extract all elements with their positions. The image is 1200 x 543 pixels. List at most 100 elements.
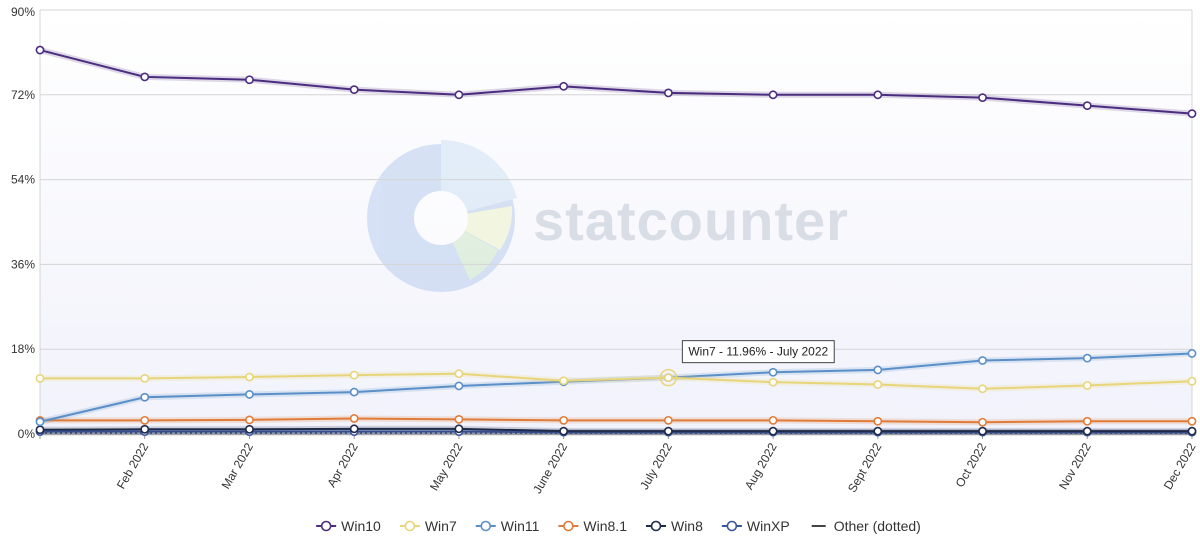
y-tick-label: 18% <box>11 342 35 356</box>
data-point[interactable] <box>1187 349 1197 358</box>
legend-swatch <box>650 520 662 532</box>
data-point[interactable] <box>873 90 883 100</box>
legend-swatch <box>480 520 492 532</box>
data-point[interactable] <box>1082 416 1092 426</box>
legend-label: Win8.1 <box>583 518 627 534</box>
legend-label: WinXP <box>747 518 790 534</box>
data-point[interactable] <box>140 415 150 425</box>
data-point[interactable] <box>978 356 987 365</box>
data-point[interactable] <box>559 426 569 436</box>
legend-item-other-dotted[interactable]: Other (dotted) <box>811 518 921 534</box>
x-tick-label: Dec 2022 <box>1161 440 1199 492</box>
data-point[interactable] <box>454 90 464 100</box>
legend-label: Win11 <box>501 518 540 534</box>
data-point[interactable] <box>349 85 359 95</box>
data-point[interactable] <box>1187 376 1197 386</box>
series-line <box>39 49 1193 115</box>
data-point[interactable] <box>1082 101 1092 111</box>
data-point[interactable] <box>768 426 778 436</box>
data-point[interactable] <box>768 367 778 377</box>
data-point[interactable] <box>1187 426 1197 436</box>
data-point[interactable] <box>245 75 254 85</box>
data-point[interactable] <box>245 415 254 425</box>
data-point[interactable] <box>1082 426 1092 436</box>
series-win7 <box>35 369 1197 394</box>
legend-item-win10[interactable]: Win10 <box>316 518 381 534</box>
hover-marker <box>659 368 678 387</box>
data-point[interactable] <box>873 426 883 436</box>
data-point[interactable] <box>454 369 464 379</box>
data-point[interactable] <box>140 392 150 402</box>
data-point[interactable] <box>978 426 987 436</box>
legend-item-win7[interactable]: Win7 <box>399 518 457 534</box>
y-tick-label: 36% <box>11 257 35 271</box>
tooltip: Win7 - 11.96% - July 2022 <box>659 340 835 387</box>
watermark-text: statcounter <box>533 189 849 252</box>
data-point[interactable] <box>559 415 569 425</box>
x-tick-label: July 2022 <box>637 440 675 492</box>
y-axis: 0% 18% 36% 54% 72% 90% <box>11 5 35 441</box>
series-line <box>40 417 1192 424</box>
tooltip-box <box>681 340 835 364</box>
data-point[interactable] <box>1082 353 1092 363</box>
legend-label: Win8 <box>671 518 703 534</box>
data-point[interactable] <box>663 426 673 436</box>
statcounter-logo <box>367 139 517 292</box>
x-tick-label: Apr 2022 <box>324 440 361 489</box>
legend-item-win8[interactable]: Win8 <box>645 518 703 534</box>
data-point[interactable] <box>873 365 883 375</box>
data-point[interactable] <box>245 372 254 382</box>
data-point[interactable] <box>35 425 45 435</box>
data-point[interactable] <box>140 72 150 82</box>
series-win8-1 <box>35 414 1197 427</box>
data-point[interactable] <box>35 417 45 427</box>
tooltip-text: Win7 - 11.96% - July 2022 <box>688 345 828 359</box>
series-line <box>40 372 1193 390</box>
data-point[interactable] <box>1187 109 1197 119</box>
data-point[interactable] <box>349 414 359 423</box>
legend: Win10 Win7 Win11 Win8.1 Win8 WinXP Other (dott… <box>316 518 921 534</box>
data-point[interactable] <box>978 384 987 394</box>
data-point[interactable] <box>454 414 464 424</box>
data-point[interactable] <box>663 415 673 425</box>
grid <box>39 9 1193 435</box>
data-point[interactable] <box>35 45 45 55</box>
series-lines <box>35 45 1197 437</box>
data-point[interactable] <box>768 377 778 387</box>
data-point[interactable] <box>978 93 987 103</box>
data-point[interactable] <box>454 424 464 434</box>
data-point[interactable] <box>873 380 883 389</box>
data-point[interactable] <box>768 415 778 425</box>
plot-background <box>40 10 1192 434</box>
data-point[interactable] <box>245 390 254 399</box>
data-point[interactable] <box>559 81 569 91</box>
legend-swatch <box>563 520 574 532</box>
data-point[interactable] <box>663 373 673 383</box>
data-point[interactable] <box>349 387 359 397</box>
y-tick-label: 72% <box>11 88 35 102</box>
data-point[interactable] <box>559 376 569 386</box>
data-point[interactable] <box>1082 381 1092 390</box>
legend-label: Win7 <box>425 518 457 534</box>
data-point[interactable] <box>35 374 45 383</box>
x-tick-label: May 2022 <box>427 440 466 493</box>
statcounter-watermark: statcounter <box>367 139 849 292</box>
series-line <box>39 427 1192 433</box>
legend-item-winxp[interactable]: WinXP <box>721 518 790 534</box>
legend-item-win8-1[interactable]: Win8.1 <box>558 518 627 534</box>
data-point[interactable] <box>768 90 778 100</box>
x-axis: Feb 2022 Mar 2022 Apr 2022 May 2022 June 202… <box>39 434 1199 496</box>
legend-item-win11[interactable]: Win11 <box>475 518 540 534</box>
y-tick-label: 90% <box>11 5 35 19</box>
legend-label: Other (dotted) <box>834 518 921 534</box>
data-point[interactable] <box>140 374 150 383</box>
data-point[interactable] <box>454 381 464 391</box>
data-point[interactable] <box>873 416 883 426</box>
data-point[interactable] <box>663 88 673 98</box>
data-point[interactable] <box>1187 416 1197 426</box>
data-point[interactable] <box>245 424 254 434</box>
data-point[interactable] <box>140 424 150 434</box>
data-point[interactable] <box>349 370 359 380</box>
data-point[interactable] <box>978 417 987 427</box>
data-point[interactable] <box>349 424 359 434</box>
